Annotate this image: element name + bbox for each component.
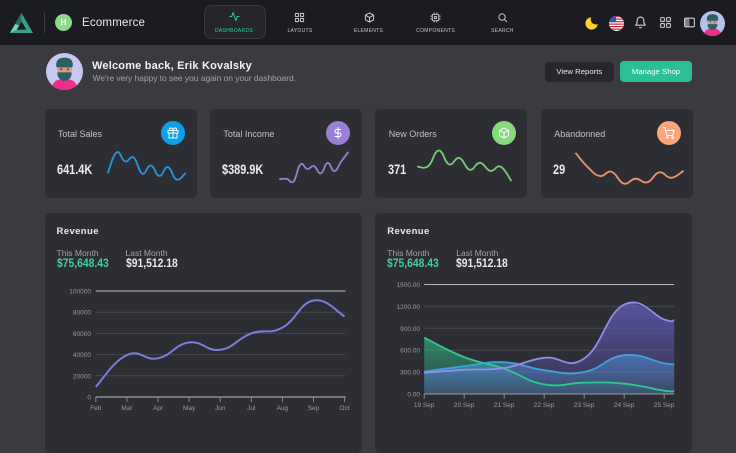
svg-text:Jun: Jun <box>214 405 225 412</box>
svg-text:20 Sep: 20 Sep <box>454 402 475 409</box>
svg-text:600.00: 600.00 <box>400 347 420 354</box>
svg-text:40000: 40000 <box>72 352 90 359</box>
svg-text:1500.00: 1500.00 <box>397 282 421 289</box>
svg-text:100000: 100000 <box>69 288 91 295</box>
svg-text:24 Sep: 24 Sep <box>614 402 635 409</box>
svg-text:300.00: 300.00 <box>400 369 420 376</box>
svg-text:60000: 60000 <box>72 330 90 337</box>
svg-text:1200.00: 1200.00 <box>397 303 421 310</box>
svg-text:19 Sep: 19 Sep <box>414 402 435 409</box>
svg-text:22 Sep: 22 Sep <box>534 402 555 409</box>
svg-text:0.00: 0.00 <box>408 391 421 398</box>
svg-text:20000: 20000 <box>72 373 90 380</box>
svg-text:Oct: Oct <box>339 405 349 412</box>
svg-text:Mar: Mar <box>121 405 133 412</box>
svg-text:21 Sep: 21 Sep <box>494 402 515 409</box>
svg-text:25 Sep: 25 Sep <box>654 402 675 409</box>
svg-text:23 Sep: 23 Sep <box>574 402 595 409</box>
svg-text:Aug: Aug <box>276 405 288 412</box>
svg-text:80000: 80000 <box>72 309 90 316</box>
svg-text:Feb: Feb <box>90 405 102 412</box>
svg-text:0: 0 <box>87 394 91 401</box>
svg-text:May: May <box>182 405 195 412</box>
svg-text:900.00: 900.00 <box>400 325 420 332</box>
svg-text:Sep: Sep <box>307 405 319 412</box>
svg-text:Apr: Apr <box>152 405 163 412</box>
svg-text:Jul: Jul <box>247 405 256 412</box>
